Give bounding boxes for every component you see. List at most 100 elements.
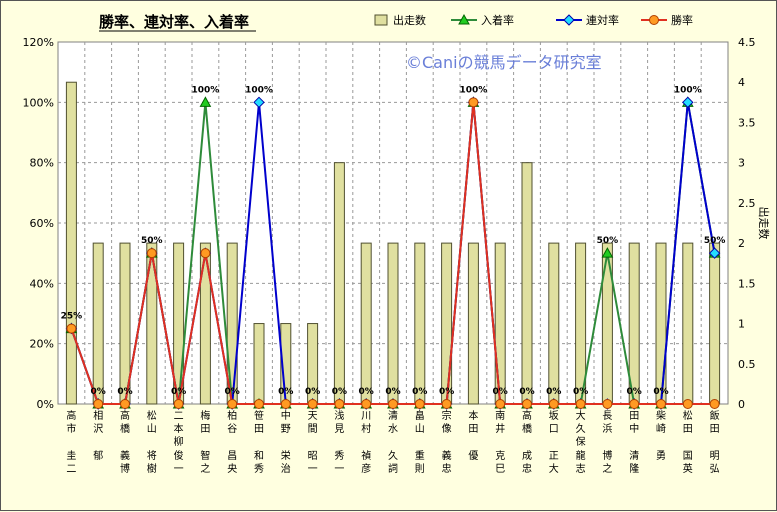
x-tick-label: 柴 <box>656 409 666 422</box>
circle-marker <box>334 399 345 409</box>
y2-tick-label: 0.5 <box>738 358 756 371</box>
circle-marker <box>254 399 264 409</box>
data-label: 100% <box>674 85 702 95</box>
legend-label: 勝率 <box>671 13 693 27</box>
y-tick-label: 120% <box>23 36 54 49</box>
x-tick-label: 龍 <box>576 449 586 462</box>
data-label: 0% <box>653 387 668 397</box>
y-tick-label: 20% <box>30 338 54 351</box>
x-tick-label: 俊 <box>174 449 184 462</box>
x-tick-label: 郁 <box>93 449 103 462</box>
diamond-marker <box>253 96 265 109</box>
x-tick-label: 清 <box>629 449 639 462</box>
x-tick-label: 谷 <box>227 423 237 435</box>
y2-tick-label: 1.5 <box>738 277 756 290</box>
data-label: 0% <box>359 387 374 397</box>
circle-marker <box>146 248 157 259</box>
bar <box>360 242 372 405</box>
x-tick-label: 井 <box>495 422 505 435</box>
x-tick-label: 高 <box>522 409 532 422</box>
legend-label: 出走数 <box>393 13 426 27</box>
x-tick-label: 村 <box>361 422 371 435</box>
y2-tick-label: 2.5 <box>738 197 756 210</box>
data-label: 0% <box>278 387 293 397</box>
data-label: 0% <box>225 387 240 397</box>
circle-marker <box>280 399 291 409</box>
x-tick-label: 英 <box>683 462 693 475</box>
triangle-marker <box>199 96 212 107</box>
circle-marker <box>200 248 211 259</box>
x-tick-label: 圭 <box>66 449 76 462</box>
bar <box>467 242 479 405</box>
x-tick-label: 田 <box>200 424 210 435</box>
x-tick-label: 浅 <box>334 409 344 422</box>
bar <box>199 242 211 405</box>
x-tick-label: 本 <box>174 422 184 435</box>
y2-tick-label: 4.5 <box>738 36 756 49</box>
x-tick-label: 義 <box>442 449 452 462</box>
bar <box>414 242 426 405</box>
x-tick-label: 隆 <box>629 462 639 475</box>
data-label: 0% <box>546 387 561 397</box>
legend-diamond-marker <box>563 14 575 26</box>
x-tick-label: 二 <box>174 411 184 422</box>
circle-marker <box>522 399 532 409</box>
x-tick-label: 清 <box>388 409 398 422</box>
x-tick-label: 秀 <box>254 463 264 475</box>
x-tick-label: 久 <box>576 423 586 435</box>
x-axis-labels: 高市圭二相沢郁高橋義博松山将樹二本柳俊一梅田智之柏谷昌央笹田和秀中野栄治天間昭一… <box>66 409 719 475</box>
x-tick-label: 和 <box>254 450 264 462</box>
x-tick-label: 二 <box>66 464 76 475</box>
x-tick-label: 中 <box>629 422 639 435</box>
x-tick-label: 水 <box>388 423 398 435</box>
bar <box>441 242 453 405</box>
data-labels: 25% 0% 0% 50% 0% 100% 0% 100% 0% 0% 0% 0% 0% 0% 0% 100%… <box>61 85 726 397</box>
x-tick-label: 重 <box>415 449 425 462</box>
bar <box>682 242 694 405</box>
bar <box>709 242 721 405</box>
data-label: 0% <box>91 387 106 397</box>
gridlines <box>58 42 728 404</box>
legend-circle-marker <box>649 15 659 25</box>
x-tick-label: 市 <box>66 422 76 435</box>
bar <box>92 242 104 405</box>
data-label: 100% <box>459 85 487 95</box>
diamond-marker <box>682 96 694 109</box>
data-label: 0% <box>439 387 454 397</box>
x-tick-label: 相 <box>93 409 103 422</box>
x-tick-label: 田 <box>629 411 639 422</box>
circle-marker <box>575 399 586 409</box>
x-tick-label: 則 <box>415 463 425 475</box>
diamond-marker <box>708 247 721 259</box>
y-axis-right: 0 0.5 1 1.5 2 2.5 3 3.5 4 4.5 <box>738 36 756 411</box>
x-tick-label: 保 <box>576 435 586 448</box>
x-tick-label: 松 <box>147 409 157 422</box>
data-label: 50% <box>141 236 163 246</box>
x-tick-label: 田 <box>254 424 264 435</box>
bar <box>548 242 560 405</box>
y2-tick-label: 2 <box>738 237 745 250</box>
y2-tick-label: 1 <box>738 318 745 331</box>
data-label: 0% <box>385 387 400 397</box>
data-label: 0% <box>332 387 347 397</box>
circle-marker <box>120 399 130 409</box>
x-tick-label: 田 <box>468 424 478 435</box>
x-tick-label: 樹 <box>147 462 157 475</box>
x-tick-label: 巳 <box>495 463 505 475</box>
y2-tick-label: 3.5 <box>738 116 756 129</box>
circle-marker <box>495 399 506 409</box>
x-tick-label: 治 <box>281 462 291 475</box>
y-axis-left: 0% 20% 40% 60% 80% 100% 120% <box>23 36 54 411</box>
watermark: ©Caniの競馬データ研究室 <box>406 53 602 72</box>
x-tick-label: 口 <box>549 424 559 435</box>
y-tick-label: 100% <box>23 96 54 109</box>
x-tick-label: 本 <box>468 409 478 422</box>
triangle-marker <box>601 247 614 258</box>
circle-marker <box>388 399 398 409</box>
legend-triangle-marker <box>458 13 470 25</box>
x-tick-label: 久 <box>388 450 398 462</box>
x-tick-label: 明 <box>710 450 720 462</box>
x-tick-label: 栄 <box>281 450 291 462</box>
x-tick-label: 間 <box>308 423 318 435</box>
